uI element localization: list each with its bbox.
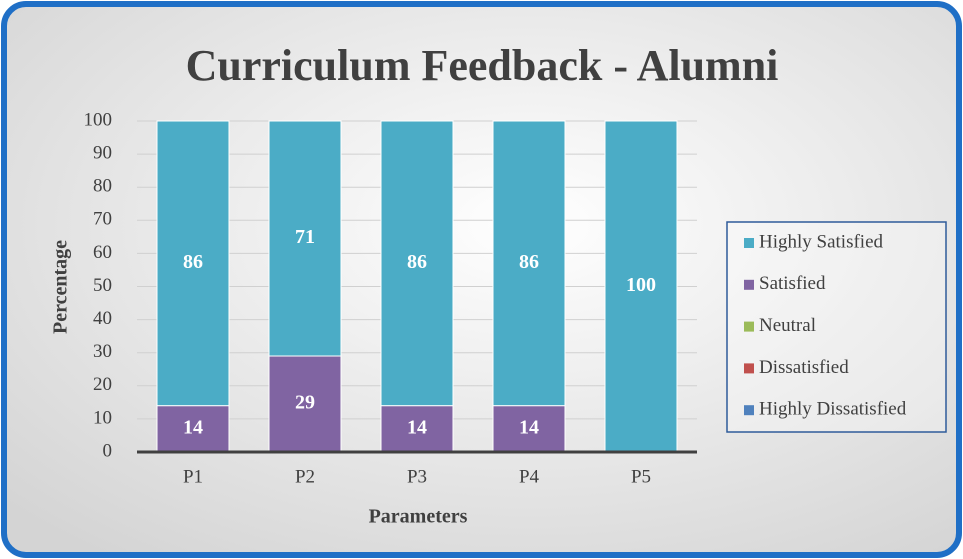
x-tick-label: P4 (519, 466, 540, 487)
legend-swatch (744, 238, 754, 248)
data-label: 14 (407, 416, 427, 438)
x-tick-label: P3 (407, 466, 427, 487)
x-tick-label: P5 (631, 466, 651, 487)
x-tick-label: P2 (295, 466, 315, 487)
data-label: 86 (183, 251, 203, 273)
legend-label: Dissatisfied (759, 357, 849, 378)
y-tick-label: 50 (93, 275, 112, 296)
y-tick-label: 30 (93, 341, 112, 362)
y-tick-label: 80 (93, 176, 112, 197)
data-label: 14 (183, 416, 203, 438)
x-tick-label: P1 (183, 466, 203, 487)
bar-segment (604, 120, 678, 453)
data-label: 14 (519, 416, 539, 438)
bar-segment (492, 120, 566, 407)
legend-box (726, 221, 947, 433)
data-label: 100 (626, 274, 656, 296)
bar-segment (156, 405, 230, 453)
x-axis-label: Parameters (369, 506, 468, 528)
chart-title: Curriculum Feedback - Alumni (186, 41, 779, 90)
bar-segment (492, 405, 566, 453)
legend-label: Highly Satisfied (759, 231, 884, 252)
legend-label: Satisfied (759, 273, 826, 294)
legend-label: Neutral (759, 315, 816, 336)
data-label: 86 (407, 251, 427, 273)
legend-label: Highly Dissatisfied (759, 399, 907, 420)
bar-segment (380, 405, 454, 453)
y-axis-label: Percentage (50, 240, 72, 334)
data-label: 71 (295, 226, 315, 248)
y-tick-label: 0 (103, 440, 113, 461)
y-tick-label: 40 (93, 308, 112, 329)
y-tick-label: 20 (93, 374, 112, 395)
y-tick-label: 70 (93, 209, 112, 230)
legend-swatch (744, 405, 754, 416)
legend-swatch (744, 321, 754, 332)
legend-swatch (744, 363, 754, 374)
bar-segment (156, 120, 230, 407)
bar-segment (268, 355, 342, 453)
legend-swatch (744, 279, 754, 290)
data-label: 86 (519, 251, 539, 273)
y-tick-label: 60 (93, 242, 112, 263)
data-label: 29 (295, 392, 315, 414)
y-tick-label: 100 (84, 109, 113, 130)
y-tick-label: 90 (93, 142, 112, 163)
y-tick-label: 10 (93, 407, 112, 428)
bar-segment (268, 120, 342, 357)
bar-segment (380, 120, 454, 407)
